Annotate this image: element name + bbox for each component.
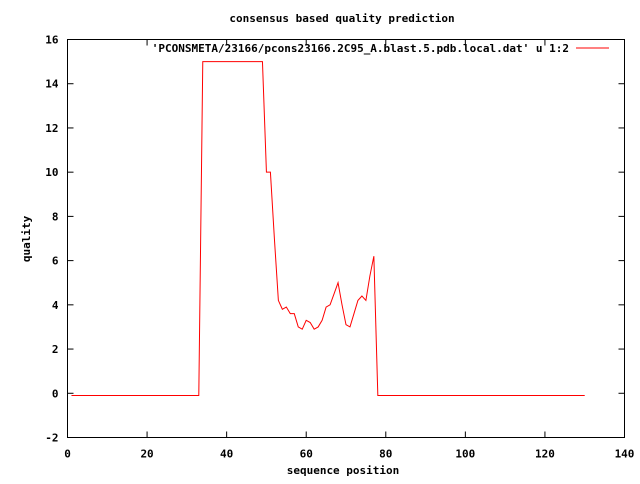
y-tick-label: 6	[52, 255, 59, 268]
chart-title: consensus based quality prediction	[229, 12, 454, 25]
x-axis-label: sequence position	[287, 464, 400, 477]
x-tick-label: 140	[615, 448, 635, 461]
y-tick-label: -2	[45, 432, 58, 445]
y-tick-label: 12	[45, 122, 58, 135]
x-tick-label: 20	[140, 448, 153, 461]
x-tick-label: 120	[535, 448, 555, 461]
legend-label: 'PCONSMETA/23166/pcons23166.2C95_A.blast…	[152, 42, 569, 55]
y-tick-label: 8	[52, 210, 59, 223]
plot-frame	[67, 39, 625, 438]
x-tick-label: 100	[455, 448, 475, 461]
y-tick-label: 14	[45, 78, 59, 91]
y-axis-label: quality	[20, 215, 33, 262]
series-line	[71, 61, 585, 396]
x-tick-label: 80	[379, 448, 392, 461]
y-tick-label: 16	[45, 34, 59, 47]
y-tick-label: 2	[52, 343, 59, 356]
x-tick-label: 0	[64, 448, 71, 461]
y-tick-label: 4	[52, 299, 59, 312]
x-tick-label: 40	[220, 448, 233, 461]
x-tick-label: 60	[300, 448, 313, 461]
y-tick-label: 10	[45, 166, 58, 179]
y-tick-label: 0	[52, 387, 59, 400]
